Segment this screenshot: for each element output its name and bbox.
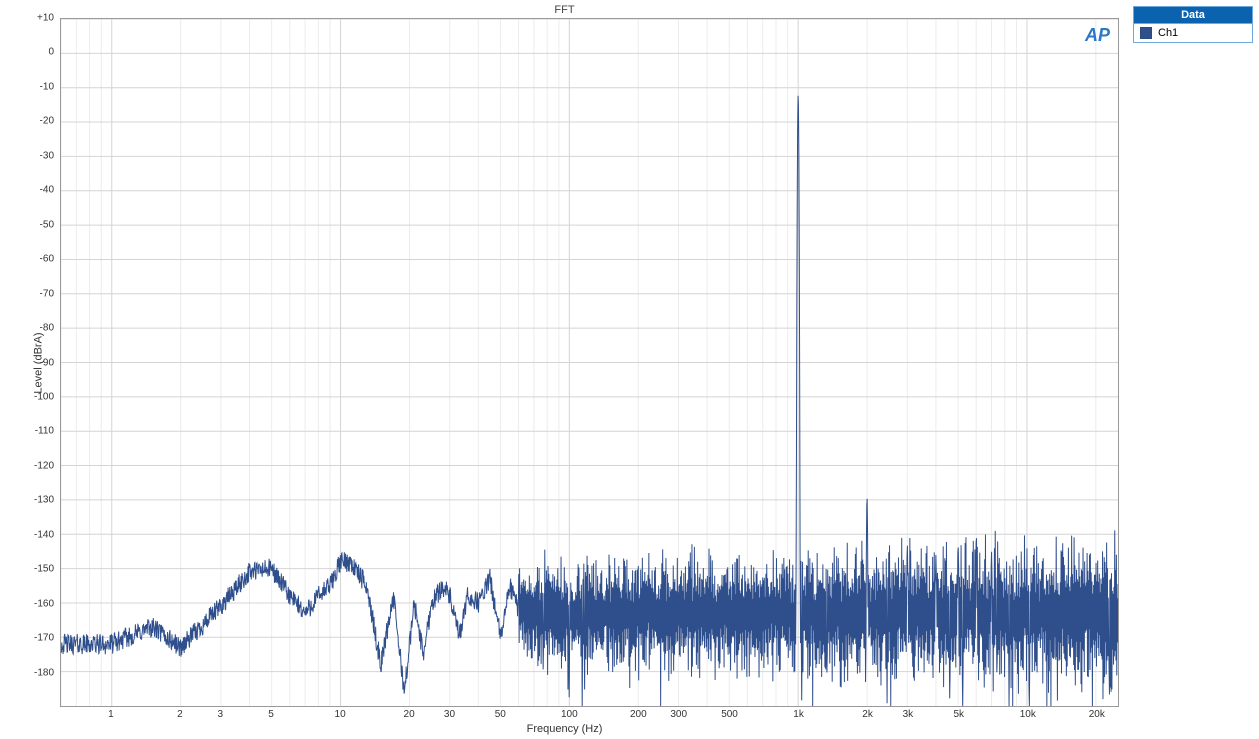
y-tick-label: -80 <box>40 323 54 334</box>
y-tick-label: -130 <box>34 495 54 506</box>
y-tick-label: -20 <box>40 116 54 127</box>
y-tick-label: -150 <box>34 564 54 575</box>
plot-area[interactable]: AP <box>60 18 1119 707</box>
x-tick-label: 2k <box>862 709 873 720</box>
x-tick-label: 2 <box>177 709 183 720</box>
y-tick-label: -100 <box>34 391 54 402</box>
x-tick-label: 200 <box>630 709 647 720</box>
legend-item-label: Ch1 <box>1158 27 1178 39</box>
y-tick-label: -110 <box>35 426 54 437</box>
y-tick-label: -180 <box>34 667 54 678</box>
x-tick-label: 3 <box>217 709 223 720</box>
spectrum-svg <box>61 19 1118 706</box>
legend-panel: Data Ch1 <box>1129 0 1259 739</box>
x-tick-label: 500 <box>721 709 738 720</box>
x-tick-label: 20k <box>1089 709 1105 720</box>
y-tick-label: +10 <box>37 13 54 24</box>
y-tick-label: -70 <box>40 288 54 299</box>
ap-logo: AP <box>1085 25 1110 46</box>
y-tick-label: -40 <box>40 185 54 196</box>
y-tick-label: -140 <box>34 529 54 540</box>
y-tick-label: -90 <box>40 357 54 368</box>
x-tick-label: 10 <box>335 709 346 720</box>
y-axis: +100-10-20-30-40-50-60-70-80-90-100-110-… <box>28 18 58 707</box>
x-tick-label: 1k <box>793 709 804 720</box>
x-tick-label: 5 <box>268 709 274 720</box>
x-tick-label: 50 <box>495 709 506 720</box>
y-tick-label: 0 <box>48 47 54 58</box>
x-tick-label: 100 <box>561 709 578 720</box>
y-tick-label: -30 <box>40 150 54 161</box>
x-tick-label: 3k <box>903 709 914 720</box>
x-tick-label: 1 <box>108 709 114 720</box>
x-tick-label: 5k <box>953 709 964 720</box>
legend: Data Ch1 <box>1133 6 1253 43</box>
y-tick-label: -50 <box>40 219 54 230</box>
plot-wrapper: Level (dBrA) +100-10-20-30-40-50-60-70-8… <box>6 18 1123 707</box>
x-axis: 1 2 3 5 10 20 30 50 100 200 300 500 1k 2k 3k 5k 10k 20k <box>60 707 1119 723</box>
chart-panel: FFT Level (dBrA) +100-10-20-30-40-50-60-… <box>0 0 1129 739</box>
y-tick-label: -170 <box>34 633 54 644</box>
app-container: FFT Level (dBrA) +100-10-20-30-40-50-60-… <box>0 0 1259 739</box>
y-tick-label: -60 <box>40 254 54 265</box>
y-tick-label: -160 <box>34 598 54 609</box>
x-tick-label: 30 <box>444 709 455 720</box>
legend-item[interactable]: Ch1 <box>1134 24 1252 42</box>
legend-header: Data <box>1134 7 1252 24</box>
legend-swatch <box>1140 27 1152 39</box>
x-axis-label: Frequency (Hz) <box>6 723 1123 735</box>
x-tick-label: 10k <box>1020 709 1036 720</box>
chart-title: FFT <box>6 4 1123 16</box>
y-tick-label: -10 <box>40 81 54 92</box>
x-tick-label: 300 <box>670 709 687 720</box>
y-tick-label: -120 <box>34 460 54 471</box>
x-tick-label: 20 <box>404 709 415 720</box>
